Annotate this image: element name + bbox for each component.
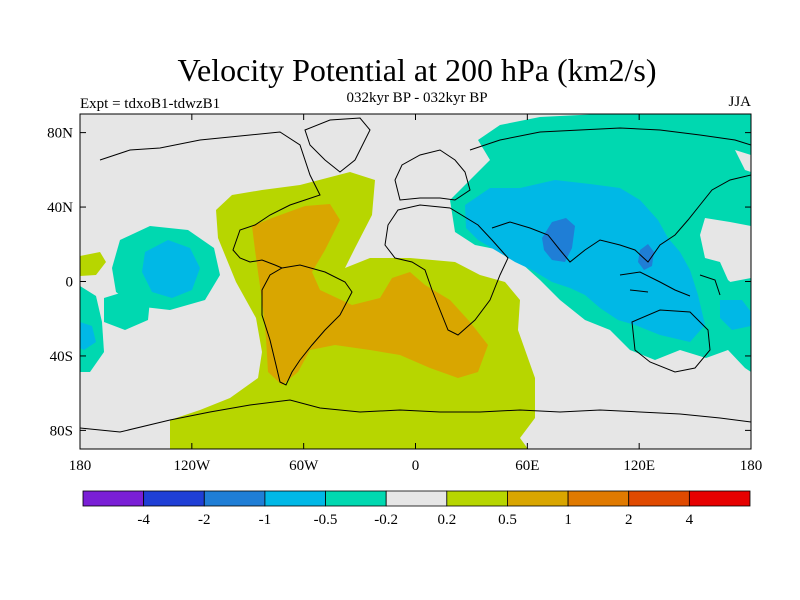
region-india-strong: [542, 218, 575, 262]
coastline-africa: [384, 204, 509, 336]
subtitle-left: Expt = tdxoB1-tdwzB1: [80, 96, 220, 112]
subtitle-center: 032kyr BP - 032kyr BP: [346, 90, 487, 106]
region-asia-negative-east-patch: [730, 278, 751, 300]
colorbar-swatch: [264, 490, 326, 507]
colorbar-label: -1: [259, 512, 272, 528]
coastline-maritime-continent: [619, 271, 721, 297]
region-southeast-pacific-negative: [104, 290, 150, 330]
x-axis: 180 120W 60W 0 60E 120E 180: [69, 114, 763, 474]
coastline-asia: [469, 127, 751, 263]
coastline-australia: [631, 309, 711, 373]
region-west-edge-core: [80, 322, 96, 350]
x-tick-label: 180: [740, 458, 763, 474]
y-tick-label: 80N: [47, 126, 73, 142]
colorbar-label: 4: [686, 512, 694, 528]
region-indochina-strong: [638, 244, 654, 270]
colorbar-swatch: [385, 490, 448, 507]
colorbar-label: 2: [625, 512, 633, 528]
map-field: [80, 114, 751, 449]
colorbar-swatch: [507, 490, 569, 507]
colorbar-swatch: [325, 490, 387, 507]
region-south-america-core: [252, 204, 488, 385]
colorbar-label: -0.2: [374, 512, 398, 528]
y-tick-label: 40N: [47, 200, 73, 216]
coastline-north-america: [99, 131, 321, 269]
coastline-antarctica: [80, 399, 751, 433]
colorbar-swatch: [203, 490, 266, 507]
colorbar-swatch: [688, 490, 751, 507]
x-tick-label: 0: [412, 458, 420, 474]
colorbar-swatch: [143, 490, 205, 507]
x-tick-label: 60E: [515, 458, 539, 474]
y-tick-label: 0: [66, 275, 74, 291]
coastline-europe: [394, 149, 471, 201]
colorbar-label: -0.5: [314, 512, 338, 528]
y-tick-label: 80S: [50, 423, 73, 439]
region-east-pacific-core: [142, 240, 200, 298]
coastlines: [80, 117, 751, 433]
colorbar-swatch: [446, 490, 508, 507]
colorbar: -4 -2 -1 -0.5 -0.2 0.2 0.5 1 2 4: [82, 490, 751, 528]
chart-title: Velocity Potential at 200 hPa (km2/s): [177, 52, 656, 88]
colorbar-label: -2: [198, 512, 211, 528]
region-south-asia-core: [465, 180, 705, 342]
colorbar-label: -4: [137, 512, 150, 528]
region-pacific-core-east: [720, 300, 751, 330]
colorbar-swatch: [567, 490, 630, 507]
coastline-greenland: [304, 117, 371, 173]
colorbar-swatch: [82, 490, 145, 507]
colorbar-label: 0.2: [437, 512, 456, 528]
coastline-south-america: [261, 264, 353, 386]
x-tick-label: 60W: [289, 458, 319, 474]
x-tick-label: 180: [69, 458, 92, 474]
y-axis: 80N 40N 0 40S 80S: [47, 126, 751, 439]
colorbar-label: 1: [564, 512, 572, 528]
subtitle-right: JJA: [728, 94, 751, 110]
x-tick-label: 120E: [623, 458, 655, 474]
region-pacific-positive: [80, 252, 106, 276]
colorbar-label: 0.5: [498, 512, 517, 528]
x-tick-label: 120W: [173, 458, 211, 474]
colorbar-swatch: [628, 490, 690, 507]
y-tick-label: 40S: [50, 349, 73, 365]
